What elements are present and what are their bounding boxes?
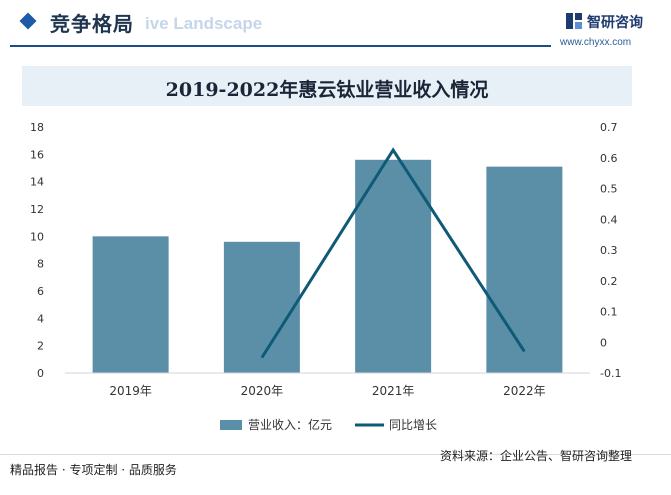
left-tick-label: 14 [30, 176, 44, 189]
section-title: 竞争格局 [50, 12, 134, 36]
right-tick-label: 0.4 [600, 213, 618, 226]
footer-source: 资料来源：企业公告、智研咨询整理 [440, 449, 633, 463]
right-tick-label: 0.2 [600, 275, 618, 288]
legend-label-revenue: 营业收入：亿元 [248, 417, 332, 432]
legend-label-growth: 同比增长 [389, 418, 437, 432]
left-tick-label: 12 [30, 203, 44, 216]
diamond-icon [19, 12, 37, 30]
chart-title-bar: 2019-2022年惠云钛业营业收入情况 [22, 66, 632, 106]
right-tick-label: 0.6 [600, 152, 618, 165]
x-tick-label: 2022年 [503, 384, 546, 398]
right-tick-label: 0.3 [600, 244, 618, 257]
footer-tagline: 精品报告 · 专项定制 · 品质服务 [10, 463, 177, 477]
right-tick-label: -0.1 [600, 367, 621, 380]
right-axis-ticks: -0.1 0 0.1 0.2 0.3 0.4 0.5 0.6 0.7 [600, 121, 621, 380]
footer-divider [0, 454, 671, 455]
section-subtitle: ive Landscape [145, 14, 263, 33]
left-tick-label: 10 [30, 230, 44, 243]
left-tick-label: 0 [37, 367, 44, 380]
right-tick-label: 0.7 [600, 121, 618, 134]
right-tick-label: 0.5 [600, 183, 618, 196]
x-tick-label: 2020年 [241, 384, 284, 398]
right-tick-label: 0 [600, 336, 607, 349]
revenue-bar [92, 236, 169, 373]
bar-series [65, 159, 590, 374]
x-tick-label: 2021年 [372, 384, 415, 398]
chart-area: 0 2 4 6 8 10 12 14 16 18 -0.1 0 0.1 0.2 0.3 0.4 0.5 0.6 0… [30, 121, 621, 432]
left-tick-label: 18 [30, 121, 44, 134]
x-axis-ticks: 2019年 2020年 2021年 2022年 [109, 384, 545, 398]
left-axis-ticks: 0 2 4 6 8 10 12 14 16 18 [30, 121, 44, 380]
right-tick-label: 0.1 [600, 306, 618, 319]
revenue-bar [355, 159, 432, 373]
legend-swatch-bar [220, 420, 242, 430]
brand-url: www.chyxx.com [560, 37, 632, 48]
left-tick-label: 16 [30, 148, 44, 161]
left-tick-label: 2 [37, 340, 44, 353]
chart-title: 2019-2022年惠云钛业营业收入情况 [165, 79, 489, 101]
left-tick-label: 8 [37, 258, 44, 271]
revenue-bar [223, 241, 300, 373]
brand-logo-icon [566, 13, 582, 29]
chart-legend: 营业收入：亿元 同比增长 [220, 417, 437, 432]
brand-name: 智研咨询 [587, 15, 643, 31]
left-tick-label: 6 [37, 285, 44, 298]
left-tick-label: 4 [37, 312, 44, 325]
page-header: 竞争格局 ive Landscape 智研咨询 www.chyxx.com [0, 0, 671, 54]
line-series [260, 147, 526, 359]
header-divider [10, 45, 551, 47]
x-tick-label: 2019年 [109, 384, 152, 398]
revenue-bar [486, 166, 563, 373]
